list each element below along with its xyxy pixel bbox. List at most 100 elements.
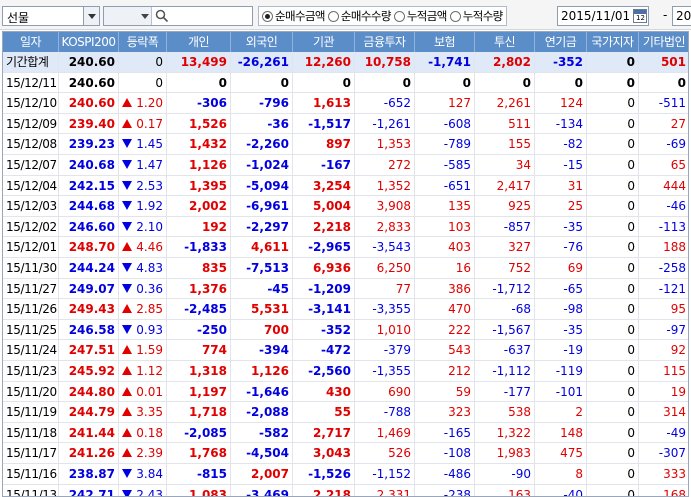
table-row[interactable]: 15/12/10 240.60 1.20 -306 -796 1,613 -652 127 2,…: [3, 93, 688, 114]
kospi200-cell: 242.15: [59, 175, 119, 196]
column-header[interactable]: 보험: [415, 32, 475, 52]
value-cell-ins: 470: [415, 299, 475, 320]
table-row[interactable]: 15/11/13 242.71 2.43 1,083 -3,469 2,218 2,331-…: [3, 484, 688, 497]
table-row[interactable]: 15/11/27 249.07 0.36 1,376 -45 -1,209 77 386 -1,…: [3, 278, 688, 300]
table-row[interactable]: 15/11/23 245.92 1.12 1,318 1,126 -2,560 -1,355…: [3, 361, 688, 382]
symbol-search[interactable]: [103, 6, 253, 26]
table-row[interactable]: 15/12/08 239.23 1.45 1,432 -2,260 897 1,353 -78…: [3, 134, 688, 155]
change-cell: 0.36: [119, 278, 167, 299]
change-value: 3.84: [136, 467, 163, 481]
radio-option-0[interactable]: 순매수금액: [262, 8, 326, 24]
column-header[interactable]: KOSPI200: [59, 32, 119, 52]
value-cell-fin: -652: [355, 93, 415, 114]
value-cell-inst: 3,043: [293, 443, 355, 464]
value-cell-etc: -121: [639, 279, 688, 299]
change-value: 2.43: [136, 487, 163, 497]
value-cell-ind: 1,376: [167, 278, 231, 299]
value-cell-inst: 897: [293, 134, 355, 155]
column-header[interactable]: 국가지자: [587, 32, 639, 52]
column-header[interactable]: 기관: [293, 32, 355, 52]
change-value: 0.93: [136, 322, 163, 337]
table-row[interactable]: 15/11/24 247.51 1.59 774 -394 -472 -379 543 -637…: [3, 340, 688, 361]
value-cell-pension: -40: [535, 484, 587, 496]
date-cell: 15/12/04: [3, 175, 59, 196]
table-row[interactable]: 15/12/02 246.60 2.10 192 -2,297 2,218 2,833 103…: [3, 216, 688, 238]
summary-row[interactable]: 기간합계 240.60 0 13,499 -26,261 12,260 10,758 -1,7…: [3, 52, 688, 73]
table-row[interactable]: 15/11/19 244.79 3.35 1,718 -2,088 55 -788 323 53…: [3, 402, 688, 423]
radio-icon[interactable]: [262, 10, 273, 22]
radio-option-2[interactable]: 누적금액: [393, 8, 447, 24]
table-row[interactable]: 15/11/16 238.87 3.84 -815 2,007 -1,526 -1,152-…: [3, 464, 688, 485]
end-date-field[interactable]: 2015: [672, 6, 691, 26]
triangle-down-icon: [122, 160, 132, 169]
table-row[interactable]: 15/12/03 244.68 1.92 2,002 -6,961 5,004 3,908 1…: [3, 196, 688, 217]
value-cell-inst: -2,560: [293, 361, 355, 381]
search-icon[interactable]: [155, 9, 169, 23]
value-cell-inst: -1,517: [293, 113, 355, 134]
value-cell-pension: -35: [535, 319, 587, 340]
value-cell-ind: -1,833: [167, 237, 231, 258]
value-cell-for: 2,007: [231, 464, 293, 484]
column-header[interactable]: 개인: [167, 32, 231, 52]
triangle-up-icon: [122, 386, 132, 396]
change-cell: 1.20: [119, 93, 167, 114]
value-cell-ind: 13,499: [167, 52, 231, 72]
value-cell-for: -5,094: [231, 175, 293, 196]
value-cell-ins: 212: [415, 361, 475, 381]
table-row[interactable]: 15/11/30 244.24 4.83 835 -7,513 6,936 6,250 16 7…: [3, 258, 688, 279]
table-row[interactable]: 15/11/26 249.43 2.85 -2,485 5,531 -3,141 -3,35…: [3, 299, 688, 320]
value-cell-trust: -637: [475, 340, 535, 361]
table-row[interactable]: 15/12/01 248.70 4.46 -1,833 4,611 -2,965 -3,54…: [3, 237, 688, 258]
column-header[interactable]: 투신: [475, 32, 535, 52]
radio-icon[interactable]: [327, 10, 339, 22]
value-cell-trust: 2,802: [475, 52, 535, 72]
symbol-type-dropdown[interactable]: [104, 7, 152, 25]
value-cell-fin: -1,261: [355, 113, 415, 134]
value-cell-fin: 2,331: [355, 484, 415, 496]
end-date-value: 2015: [676, 9, 691, 23]
table-row[interactable]: 15/11/20 244.80 0.01 1,197 -1,646 430 690 59 -17…: [3, 381, 688, 403]
date-cell: 15/11/27: [3, 278, 59, 299]
table-row[interactable]: 15/12/11 240.60 0 0 0 0 0 0 0 0 0 0: [3, 72, 688, 94]
market-select[interactable]: 선물: [2, 6, 100, 26]
radio-label: 순매수금액: [275, 9, 326, 23]
value-cell-gov: 0: [587, 52, 639, 72]
value-cell-pension: -76: [535, 237, 587, 258]
column-header[interactable]: 금융투자: [355, 32, 415, 52]
radio-option-3[interactable]: 누적수량: [449, 8, 503, 24]
kospi200-cell: 239.23: [59, 134, 119, 155]
calendar-icon[interactable]: 12: [633, 9, 647, 23]
value-cell-inst: 2,218: [293, 216, 355, 237]
column-header[interactable]: 기타법인: [639, 32, 688, 52]
column-header[interactable]: 연기금: [535, 32, 587, 52]
table-row[interactable]: 15/11/18 241.44 0.18 -2,085 -582 2,717 1,469 -1…: [3, 422, 688, 444]
value-cell-fin: -379: [355, 340, 415, 361]
value-cell-gov: 0: [587, 216, 639, 237]
table-row[interactable]: 15/12/09 239.40 0.17 1,526 -36 -1,517 -1,261 -6…: [3, 113, 688, 135]
column-header[interactable]: 일자: [3, 32, 59, 52]
value-cell-ins: -1,741: [415, 52, 475, 72]
start-date-field[interactable]: 2015/11/01 12: [557, 6, 649, 26]
column-header[interactable]: 등락폭: [119, 32, 167, 52]
value-cell-for: -796: [231, 93, 293, 114]
value-cell-inst: 3,254: [293, 175, 355, 196]
table-row[interactable]: 15/11/25 246.58 0.93 -250 700 -352 1,010 222 -1,…: [3, 319, 688, 341]
value-cell-pension: -119: [535, 361, 587, 381]
table-row[interactable]: 15/12/07 240.68 1.47 1,126 -1,024 -167 272 -585…: [3, 155, 688, 176]
value-cell-trust: -68: [475, 299, 535, 320]
date-cell: 15/12/01: [3, 237, 59, 258]
kospi200-cell: 246.60: [59, 216, 119, 237]
value-cell-etc: -113: [639, 217, 688, 237]
column-header[interactable]: 외국인: [231, 32, 293, 52]
table-row[interactable]: 15/12/04 242.15 2.53 1,395 -5,094 3,254 1,352-…: [3, 175, 688, 197]
radio-option-1[interactable]: 순매수수량: [327, 8, 391, 24]
date-cell: 15/12/02: [3, 216, 59, 237]
chevron-down-icon[interactable]: [83, 7, 99, 25]
radio-icon[interactable]: [393, 10, 405, 22]
date-cell: 15/12/09: [3, 113, 59, 134]
value-cell-inst: -472: [293, 340, 355, 361]
radio-icon[interactable]: [449, 10, 461, 22]
change-cell: 0.18: [119, 422, 167, 443]
change-value: 1.47: [136, 158, 163, 172]
table-row[interactable]: 15/11/17 241.26 2.39 1,768 -4,504 3,043 526 -10…: [3, 443, 688, 464]
